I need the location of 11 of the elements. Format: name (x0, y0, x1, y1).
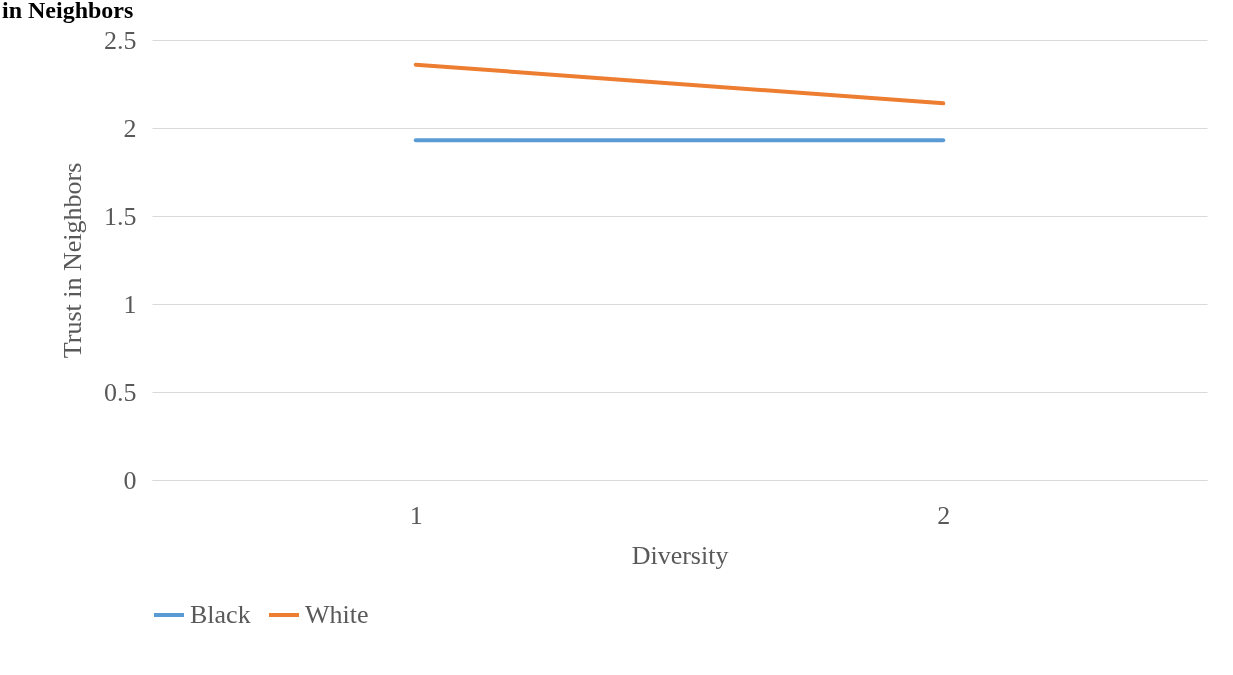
legend-label: Black (190, 600, 251, 629)
y-tick-label: 2.5 (104, 25, 137, 55)
y-tick-label: 2 (123, 113, 137, 143)
x-axis-title: Diversity (631, 540, 729, 570)
y-tick-label: 1.5 (104, 201, 137, 231)
chart-title: in Neighbors (2, 0, 134, 23)
y-axis-title: Trust in Neighbors (58, 162, 87, 359)
legend-label: White (305, 600, 369, 629)
y-tick-label: 0 (123, 465, 137, 495)
y-tick-label: 0.5 (104, 377, 137, 407)
y-tick-label: 1 (123, 289, 137, 319)
